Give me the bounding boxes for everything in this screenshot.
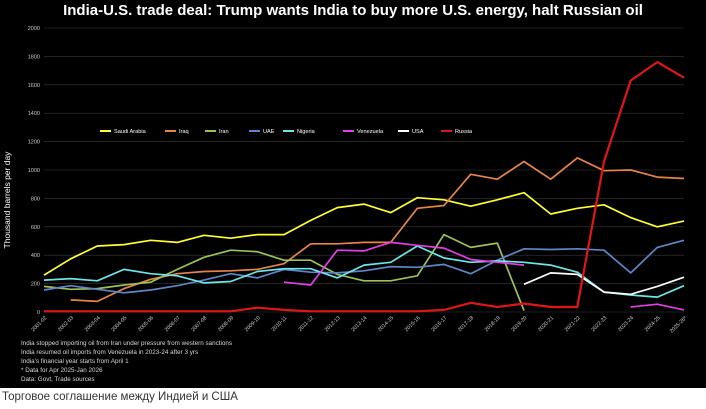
y-tick-label: 600 — [31, 225, 40, 231]
x-tick-label: 2011-12 — [297, 315, 315, 333]
x-tick-label: 2025-26* — [669, 315, 688, 334]
x-tick-label: 2023-24 — [617, 315, 635, 333]
footnote-iran: India stopped importing oil from Iran un… — [21, 340, 233, 347]
x-tick-label: 2013-14 — [350, 315, 368, 333]
x-tick-label: 2007-08 — [190, 315, 208, 333]
legend-label: Russia — [455, 129, 473, 135]
x-tick-label: 2017-18 — [457, 315, 475, 333]
y-axis-ticks: 0 200 400 600 800 1000 1200 1400 1600 1800 2000 — [28, 26, 40, 316]
gridlines — [44, 27, 684, 313]
footnote-fiscal-year: India's financial year starts from April… — [21, 358, 129, 365]
chart-title: India-U.S. trade deal: Trump wants India… — [63, 2, 643, 19]
x-tick-label: 2015-16 — [404, 315, 422, 333]
y-tick-label: 800 — [31, 196, 40, 202]
x-tick-label: 2005-06 — [137, 315, 155, 333]
y-tick-label: 400 — [31, 253, 40, 259]
x-tick-label: 2006-07 — [164, 315, 182, 333]
x-tick-label: 2020-21 — [537, 315, 555, 333]
legend-label: Venezuela — [357, 129, 384, 135]
series-line — [44, 60, 685, 313]
series-line — [43, 191, 685, 276]
series-lines — [43, 60, 685, 313]
line-chart: 0 200 400 600 800 1000 1200 1400 1600 1800 2000 20… — [2, 26, 688, 335]
series-line — [43, 233, 525, 311]
x-tick-label: 2003-04 — [84, 315, 102, 333]
y-axis-label: Thousand barrels per day — [2, 151, 12, 249]
y-tick-label: 2000 — [28, 26, 40, 32]
y-tick-label: 200 — [31, 282, 40, 288]
y-tick-label: 1000 — [28, 168, 40, 174]
x-tick-label: 2018-19 — [484, 315, 502, 333]
series-line — [283, 241, 525, 286]
legend-label: USA — [412, 129, 424, 135]
x-tick-label: 2019-20 — [510, 315, 528, 333]
series-nigeria — [43, 245, 685, 298]
image-caption: Торговое соглашение между Индией и США — [2, 391, 238, 403]
series-line — [43, 245, 685, 298]
x-tick-label: 2016-17 — [430, 315, 448, 333]
footnote-venezuela: India resumed oil imports from Venezuela… — [21, 349, 199, 356]
x-axis-ticks: 2001-02 2002-03 2003-04 2004-05 2005-06 2006-… — [30, 315, 688, 334]
series-uae — [43, 239, 685, 294]
x-tick-label: 2024-25 — [644, 315, 662, 333]
y-tick-label: 1600 — [28, 83, 40, 89]
y-tick-label: 0 — [37, 310, 40, 316]
x-tick-label: 2012-13 — [324, 315, 342, 333]
series-iran — [43, 233, 525, 311]
legend-label: Nigeria — [297, 129, 316, 135]
legend-label: Iran — [219, 129, 229, 135]
x-tick-label: 2014-15 — [377, 315, 395, 333]
series-russia — [44, 60, 685, 313]
footnote-data-period: * Data for Apr 2025-Jan 2026 — [21, 367, 103, 374]
y-tick-label: 1400 — [28, 111, 40, 117]
legend-label: UAE — [263, 129, 275, 135]
chart-panel: India-U.S. trade deal: Trump wants India… — [0, 0, 706, 388]
legend-label: Iraq — [179, 129, 189, 135]
y-tick-label: 1200 — [28, 140, 40, 146]
y-tick-label: 1800 — [28, 54, 40, 60]
footnote-source: Data: Govt, Trade sources — [21, 376, 95, 383]
x-tick-label: 2022-23 — [590, 315, 608, 333]
series-line — [630, 303, 685, 311]
series-line — [523, 272, 685, 296]
series-saudi-arabia — [43, 191, 685, 276]
x-tick-label: 2010-11 — [271, 315, 289, 333]
legend: Saudi Arabia Iraq Iran UAE Nigeria Venezuela U… — [100, 129, 473, 135]
series-line — [43, 239, 685, 294]
x-tick-label: 2002-03 — [57, 315, 75, 333]
x-tick-label: 2008-09 — [217, 315, 235, 333]
legend-label: Saudi Arabia — [114, 129, 147, 135]
x-tick-label: 2009-10 — [244, 315, 262, 333]
x-tick-label: 2001-02 — [30, 315, 48, 333]
x-tick-label: 2021-22 — [564, 315, 582, 333]
series-usa — [523, 272, 685, 296]
series-venezuela — [283, 241, 685, 311]
x-tick-label: 2004-05 — [110, 315, 128, 333]
